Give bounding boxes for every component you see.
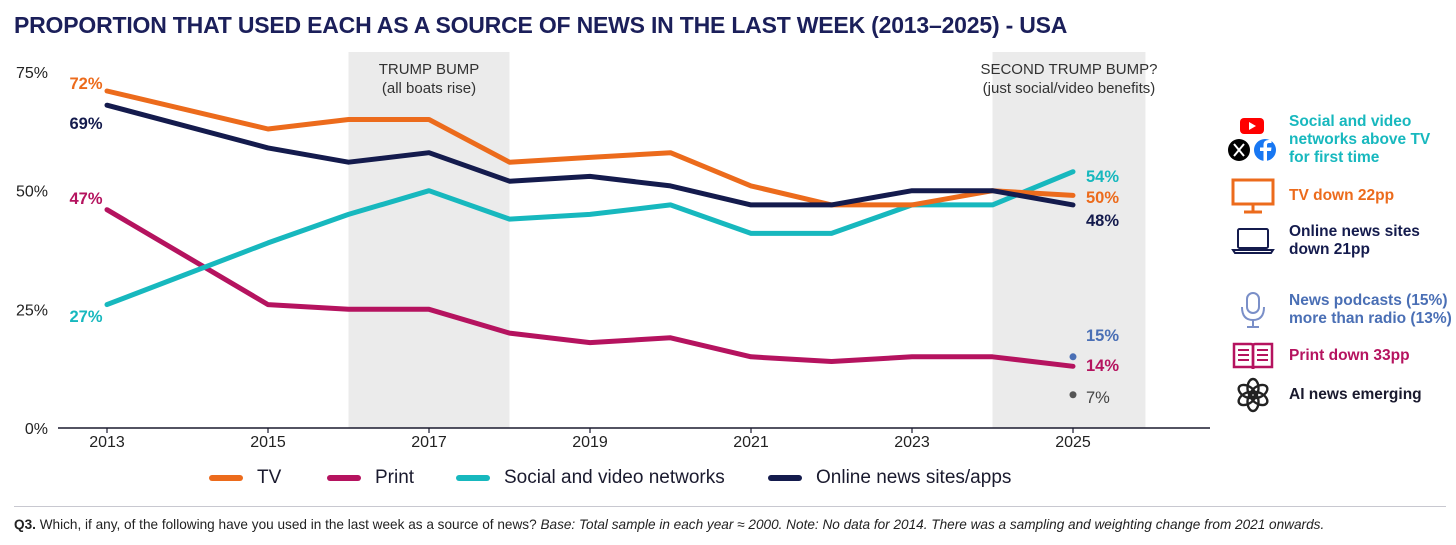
series-line-print [104, 207, 1076, 369]
legend-swatch-social [456, 475, 490, 481]
legend-label-online: Online news sites/apps [816, 467, 1012, 488]
newspaper-icon [1232, 342, 1274, 370]
shaded-region-1 [348, 52, 510, 428]
y-tick-label: 25% [16, 302, 48, 319]
chart-title: PROPORTION THAT USED EACH AS A SOURCE OF… [14, 12, 1068, 38]
series-line-online-news-sites-apps [104, 102, 1076, 208]
facebook-icon [1254, 139, 1276, 161]
footer-question-number: Q3. [14, 517, 36, 532]
legend-swatch-tv [209, 475, 243, 481]
x-tick-label: 2017 [411, 434, 447, 451]
start-value-label: 69% [69, 115, 102, 133]
side-note-tv-text: TV down 22pp [1289, 187, 1395, 204]
legend-swatch-online [768, 475, 802, 481]
shaded-region-2 [992, 52, 1146, 428]
youtube-icon [1240, 118, 1264, 134]
start-value-label: 27% [69, 308, 102, 326]
point-ai-news [1069, 391, 1077, 399]
side-note-print: Print down 33pp [1231, 340, 1410, 372]
series-line-tv [104, 88, 1076, 208]
footer-base-note: Base: Total sample in each year ≈ 2000. … [540, 517, 1325, 532]
legend-label-social: Social and video networks [504, 467, 725, 488]
side-note-podcasts: News podcasts (15%) more than radio (13%… [1234, 290, 1456, 330]
x-tick-label: 2023 [894, 434, 930, 451]
side-note-podcasts-text: News podcasts (15%) more than radio (13%… [1289, 292, 1452, 327]
y-tick-label: 50% [16, 184, 48, 201]
start-value-label: 47% [69, 190, 102, 208]
side-note-ai-text: AI news emerging [1289, 386, 1422, 403]
legend-label-tv: TV [257, 467, 282, 488]
end-value-label: 54% [1086, 168, 1119, 186]
side-note-online: Online news sites down 21pp [1231, 223, 1439, 259]
side-note-print-text: Print down 33pp [1289, 347, 1410, 364]
legend-swatch-print [327, 475, 361, 481]
footer-question: Which, if any, of the following have you… [35, 517, 541, 532]
legend-item-tv: TV [209, 467, 281, 489]
y-tick-label: 0% [25, 421, 48, 438]
y-tick-label: 75% [16, 65, 48, 82]
footer-divider [14, 506, 1446, 507]
tv-icon [1231, 178, 1275, 214]
side-note-social-text: Social and video networks above TV for f… [1289, 113, 1431, 166]
laptop-icon [1231, 228, 1275, 254]
end-value-label: 50% [1086, 189, 1119, 207]
end-value-label: 7% [1086, 389, 1110, 407]
x-tick-label: 2021 [733, 434, 769, 451]
line-chart: TRUMP BUMP (all boats rise) SECOND TRUMP B… [16, 52, 1210, 451]
side-note-tv: TV down 22pp [1231, 178, 1394, 214]
side-note-social: Social and video networks above TV for f… [1226, 112, 1449, 168]
legend-label-print: Print [375, 467, 415, 488]
side-note-ai: AI news emerging [1235, 377, 1422, 413]
legend-item-online: Online news sites/apps [768, 467, 1011, 489]
shaded-region-sublabel-2: (just social/video benefits) [983, 80, 1156, 97]
x-tick-label: 2019 [572, 434, 608, 451]
shaded-region-label-2: SECOND TRUMP BUMP? [980, 61, 1157, 78]
microphone-icon [1241, 292, 1265, 328]
legend: TV Print Social and video networks Onlin… [0, 465, 1456, 495]
end-value-label: 14% [1086, 357, 1119, 375]
side-note-online-text: Online news sites down 21pp [1289, 223, 1420, 258]
end-value-label: 15% [1086, 327, 1119, 345]
shaded-region-sublabel-1: (all boats rise) [382, 80, 476, 97]
point-news-podcasts [1069, 353, 1077, 361]
x-tick-label: 2013 [89, 434, 125, 451]
social-icons [1226, 112, 1282, 168]
x-tick-label: 2025 [1055, 434, 1091, 451]
legend-item-print: Print [327, 467, 414, 489]
legend-item-social: Social and video networks [456, 467, 725, 489]
x-tick-label: 2015 [250, 434, 286, 451]
shaded-region-label-1: TRUMP BUMP [379, 61, 480, 78]
end-value-label: 48% [1086, 212, 1119, 230]
ai-icon [1237, 377, 1269, 413]
start-value-label: 72% [69, 75, 102, 93]
footer-note: Q3. Which, if any, of the following have… [14, 517, 1324, 532]
x-icon [1228, 139, 1250, 161]
